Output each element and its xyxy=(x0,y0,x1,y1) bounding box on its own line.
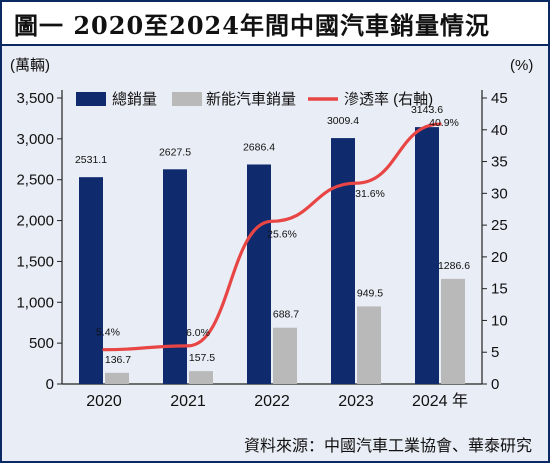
total-sales-bar xyxy=(415,127,439,384)
y-tick-label: 1,000 xyxy=(16,294,54,311)
y-tick-label: 2,500 xyxy=(16,172,54,189)
nev-sales-data-label: 688.7 xyxy=(273,309,299,321)
penetration-data-label: 31.6% xyxy=(355,188,385,200)
x-tick-label: 2024 年 xyxy=(412,392,468,410)
nev-sales-bar xyxy=(189,371,213,384)
y2-tick-label: 40 xyxy=(491,122,508,139)
x-tick-label: 2022 xyxy=(254,393,290,410)
chart-title: 圖一 2020至2024年間中國汽車銷量情況 xyxy=(14,11,490,40)
penetration-point xyxy=(186,344,190,348)
nev-sales-data-label: 136.7 xyxy=(105,354,131,366)
total-sales-data-label: 2531.1 xyxy=(75,154,107,166)
legend-nev-label: 新能汽車銷量 xyxy=(206,91,296,108)
penetration-data-label: 6.0% xyxy=(186,327,210,339)
y2-tick-label: 25 xyxy=(491,217,508,234)
y-axis-label: (萬輛) xyxy=(10,57,50,74)
penetration-data-label: 5.4% xyxy=(96,327,120,339)
legend-total-label: 總銷量 xyxy=(112,90,157,108)
nev-sales-data-label: 949.5 xyxy=(357,287,383,299)
y-tick-label: 1,500 xyxy=(16,253,54,270)
penetration-point xyxy=(102,348,106,352)
penetration-point xyxy=(438,122,442,126)
y2-tick-label: 30 xyxy=(491,185,508,202)
title-bar: 圖一 2020至2024年間中國汽車銷量情況 xyxy=(2,2,548,46)
source-bar: 資料來源：中國汽車工業協會、華泰研究 xyxy=(2,426,548,461)
penetration-point xyxy=(354,181,358,185)
total-sales-bar xyxy=(247,164,271,384)
x-tick-label: 2020 xyxy=(86,393,122,410)
x-tick-label: 2023 xyxy=(338,393,374,410)
total-sales-data-label: 3009.4 xyxy=(327,115,359,127)
legend-total-swatch xyxy=(76,92,106,106)
plot-area: (萬輛) (%) 0 500 1,000 1,500 2,000 2,500 3,000 3,50… xyxy=(2,46,548,426)
penetration-data-label: 25.6% xyxy=(267,228,297,240)
y-tick-label: 2,000 xyxy=(16,213,54,230)
y2-tick-label: 20 xyxy=(491,249,508,266)
y2-tick-label: 45 xyxy=(491,90,508,107)
y-tick-label: 500 xyxy=(29,335,54,352)
y2-tick-label: 0 xyxy=(491,376,499,393)
total-sales-data-label: 2686.4 xyxy=(243,141,275,153)
nev-sales-data-label: 1286.6 xyxy=(438,260,470,272)
nev-sales-data-label: 157.5 xyxy=(189,352,215,364)
total-sales-bar xyxy=(79,177,103,384)
y2-tick-label: 35 xyxy=(491,154,508,171)
y-tick-label: 3,000 xyxy=(16,131,54,148)
y-tick-label: 0 xyxy=(46,376,54,393)
legend-nev-swatch xyxy=(172,92,202,106)
chart-svg: (萬輛) (%) 0 500 1,000 1,500 2,000 2,500 3,000 3,50… xyxy=(10,57,533,410)
penetration-data-label: 40.9% xyxy=(429,117,459,129)
total-sales-bar xyxy=(331,138,355,384)
nev-sales-bar xyxy=(105,372,129,384)
y2-axis-label: (%) xyxy=(510,57,533,74)
nev-sales-bar xyxy=(357,306,381,384)
y2-tick-label: 5 xyxy=(491,344,499,361)
y2-tick-label: 15 xyxy=(491,281,508,298)
penetration-point xyxy=(270,219,274,223)
total-sales-data-label: 3143.6 xyxy=(411,104,443,116)
total-sales-data-label: 2627.5 xyxy=(159,146,191,158)
nev-sales-bar xyxy=(441,278,465,384)
legend-penetration-label: 滲透率 (右軸) xyxy=(344,91,433,108)
y2-tick-label: 10 xyxy=(491,312,508,329)
y-tick-label: 3,500 xyxy=(16,90,54,107)
x-tick-label: 2021 xyxy=(170,393,206,410)
nev-sales-bar xyxy=(273,327,297,384)
total-sales-bar xyxy=(163,169,187,384)
source-text: 資料來源：中國汽車工業協會、華泰研究 xyxy=(243,436,532,455)
